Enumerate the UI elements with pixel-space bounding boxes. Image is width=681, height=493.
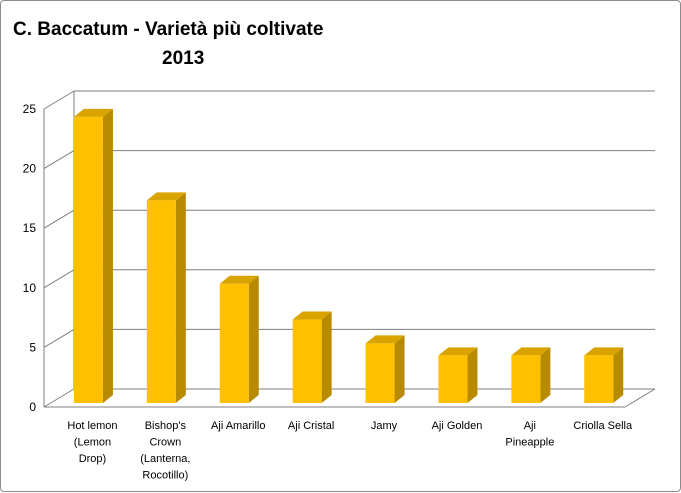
x-tick-label-4: Jamy: [371, 420, 398, 432]
bar-7: [584, 355, 614, 403]
bar-0: [73, 116, 103, 404]
y-tick-label-3: 15: [23, 221, 37, 235]
x-tick-label-1: Bishop's Crown (Lanterna, Rocotillo): [140, 420, 190, 482]
bar-side-1: [175, 192, 186, 403]
bar-side-2: [248, 275, 259, 403]
bar-top-1: [146, 192, 186, 201]
bar-side-5: [467, 347, 478, 403]
bar-top-7: [584, 347, 624, 356]
y-tick-label-0: 0: [29, 400, 36, 414]
bar-6: [511, 355, 541, 403]
y-tick-label-1: 5: [29, 340, 36, 354]
y-tick-label-5: 25: [23, 102, 37, 116]
bar-side-0: [102, 108, 113, 404]
floor-right-edge: [624, 388, 656, 408]
x-tick-label-5: Aji Golden: [432, 420, 483, 432]
bar-3: [292, 319, 322, 403]
bar-top-0: [73, 108, 113, 117]
x-tick-label-3: Aji Cristal: [288, 420, 334, 432]
side-gridline-1: [43, 328, 75, 348]
side-gridline-3: [43, 209, 75, 229]
bar-4: [365, 343, 395, 403]
bar-side-4: [394, 335, 405, 403]
x-tick-label-2: Aji Amarillo: [211, 420, 265, 432]
bar-top-3: [292, 311, 332, 320]
bar-2: [219, 283, 249, 403]
bar-side-6: [540, 347, 551, 403]
bar-top-4: [365, 335, 405, 344]
bar-side-3: [321, 311, 332, 403]
bar-top-2: [219, 275, 259, 284]
side-gridline-5: [43, 90, 75, 110]
side-gridline-4: [43, 150, 75, 170]
bar-top-5: [438, 347, 478, 356]
chart-subtitle-year: 2013: [162, 48, 205, 69]
bar-side-7: [613, 347, 624, 403]
side-gridline-0: [43, 388, 75, 408]
x-tick-label-0: Hot lemon (Lemon Drop): [67, 420, 117, 465]
chart-title: C. Baccatum - Varietà più coltivate: [13, 19, 324, 40]
y-tick-label-4: 20: [23, 162, 37, 176]
side-gridline-2: [43, 269, 75, 289]
bar-top-6: [511, 347, 551, 356]
bar-1: [146, 200, 176, 403]
x-tick-label-6: Aji Pineapple: [505, 420, 554, 449]
y-tick-label-2: 10: [23, 281, 37, 295]
x-tick-label-7: Criolla Sella: [573, 420, 633, 432]
bar-5: [438, 355, 468, 403]
